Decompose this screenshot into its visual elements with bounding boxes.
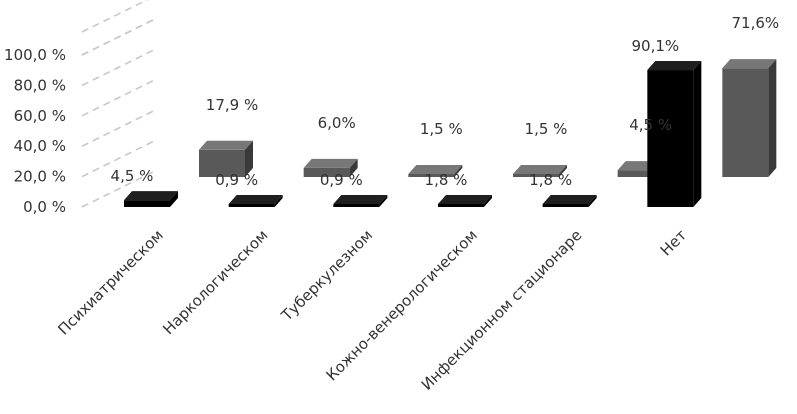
data-label-series-1: 0,9 % <box>320 171 363 189</box>
data-label-series-2: 6,0% <box>318 114 356 132</box>
bar-series-1 <box>542 195 597 207</box>
data-label-series-2: 71,6% <box>732 14 780 32</box>
y-tick-label: 20,0 % <box>14 168 66 186</box>
data-label-series-2: 1,5 % <box>525 120 568 138</box>
bar-series-1 <box>228 195 283 207</box>
bar-series-1 <box>333 195 388 207</box>
bar-series-2 <box>408 165 463 177</box>
category-label: Нет <box>657 226 691 260</box>
data-label-series-1: 4,5 % <box>111 167 154 185</box>
gridlines <box>81 0 158 208</box>
gridline <box>81 17 158 56</box>
bar-series-2 <box>722 59 777 177</box>
bar-series-2 <box>303 158 358 177</box>
y-tick-label: 100,0 % <box>4 46 66 64</box>
data-labels: 17,9 % 6,0% 1,5 % 1,5 % 4,5 % 71,6% 4,5 % 0,9 %… <box>111 14 780 189</box>
data-label-series-1: 90,1% <box>632 37 680 55</box>
bar-series-2 <box>199 140 253 177</box>
data-label-series-2: 1,5 % <box>420 120 463 138</box>
gridline <box>81 47 158 87</box>
gridline <box>81 169 158 208</box>
bar-series-1 <box>124 191 178 207</box>
gridline <box>81 108 158 147</box>
y-tick-label: 80,0 % <box>14 76 66 94</box>
y-tick-label: 40,0 % <box>14 137 66 155</box>
bars <box>124 59 777 207</box>
data-label-series-1: 1,8 % <box>529 171 572 189</box>
bar-series-1 <box>438 195 492 207</box>
gridline <box>81 0 149 33</box>
y-tick-label: 60,0 % <box>14 107 66 125</box>
y-tick-label: 0,0 % <box>23 198 66 216</box>
data-label-series-2: 17,9 % <box>206 96 258 114</box>
gridline <box>81 138 158 178</box>
category-label: Туберкулезном <box>277 226 376 325</box>
bar-series-1 <box>647 61 702 207</box>
data-label-series-1: 0,9 % <box>215 171 258 189</box>
y-axis-ticks: 0,0 % 20,0 % 40,0 % 60,0 % 80,0 % 100,0 % <box>4 46 66 216</box>
category-label: Наркологическом <box>159 226 271 338</box>
bar-series-2 <box>513 165 567 177</box>
gridline <box>81 78 158 117</box>
data-label-series-2: 4,5 % <box>629 116 672 134</box>
data-label-series-1: 1,8 % <box>425 171 468 189</box>
category-label: Психиатрическом <box>54 226 166 338</box>
